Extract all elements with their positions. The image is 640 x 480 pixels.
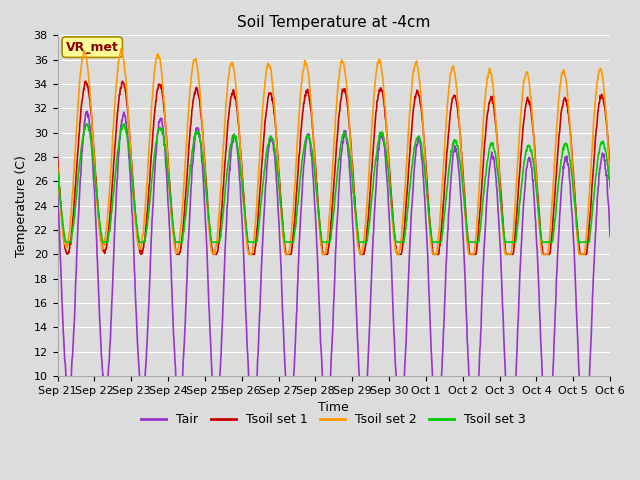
Title: Soil Temperature at -4cm: Soil Temperature at -4cm [237,15,431,30]
X-axis label: Time: Time [319,401,349,414]
Legend: Tair, Tsoil set 1, Tsoil set 2, Tsoil set 3: Tair, Tsoil set 1, Tsoil set 2, Tsoil se… [136,408,531,431]
Text: VR_met: VR_met [66,41,118,54]
Y-axis label: Temperature (C): Temperature (C) [15,155,28,257]
